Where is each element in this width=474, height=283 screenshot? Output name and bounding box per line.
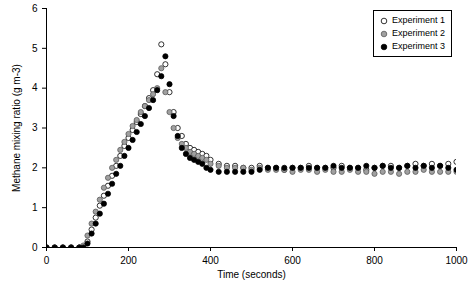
svg-text:200: 200 [120,255,137,266]
svg-text:Methane mixing ratio (g m-3): Methane mixing ratio (g m-3) [11,64,22,192]
svg-text:4: 4 [32,82,38,93]
svg-text:3: 3 [32,122,38,133]
svg-text:6: 6 [32,3,38,14]
svg-text:5: 5 [32,43,38,54]
svg-text:Time (seconds): Time (seconds) [217,269,286,280]
html-text:Experiment 1: Experiment 1 [392,15,445,25]
svg-text:0: 0 [32,242,38,253]
svg-text:400: 400 [202,255,219,266]
svg-text:1000: 1000 [445,255,468,266]
svg-text:600: 600 [284,255,301,266]
svg-text:1: 1 [32,202,38,213]
html-text:Experiment 3: Experiment 3 [392,41,445,51]
svg-text:0: 0 [44,255,50,266]
svg-text:800: 800 [366,255,383,266]
html-text:Experiment 2: Experiment 2 [392,28,445,38]
svg-text:2: 2 [32,162,38,173]
